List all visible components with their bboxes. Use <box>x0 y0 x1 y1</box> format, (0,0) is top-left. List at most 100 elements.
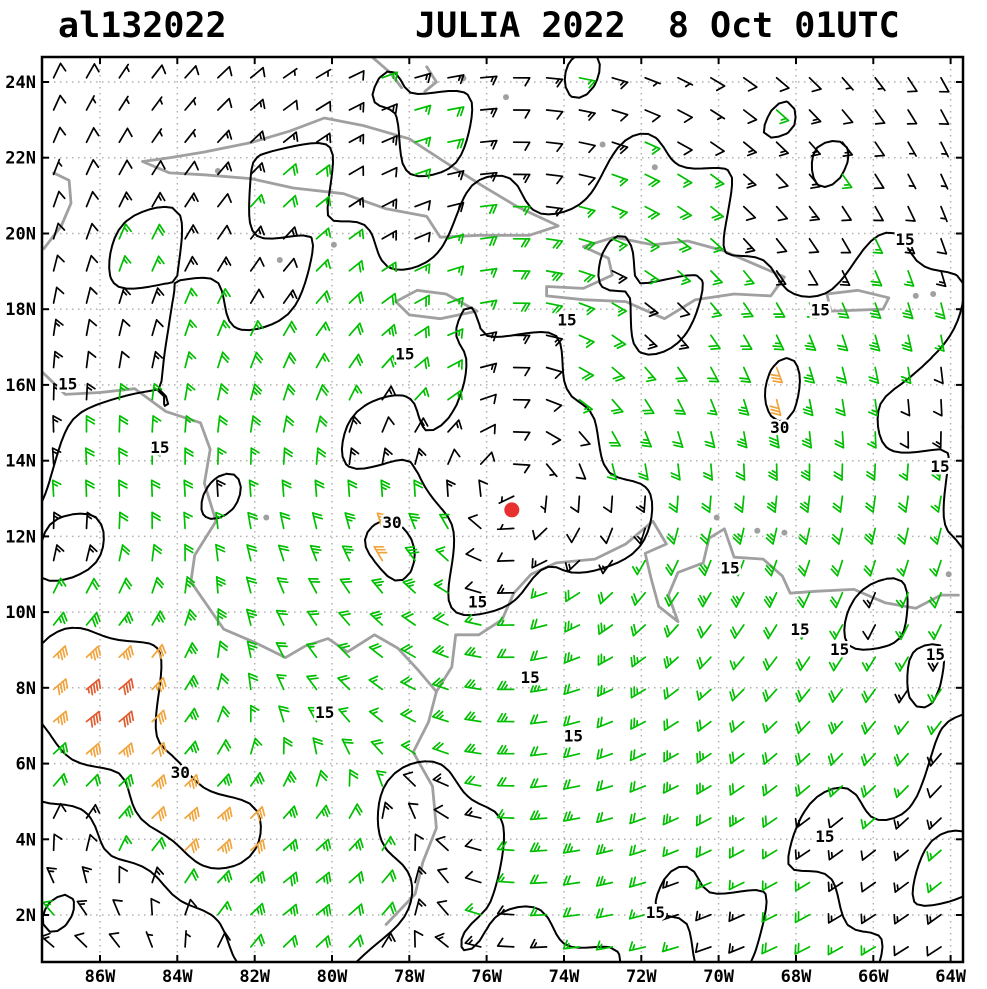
wind-barb <box>663 655 679 669</box>
wind-barb <box>932 431 942 449</box>
wind-barb <box>529 778 548 789</box>
wind-barb <box>665 559 679 576</box>
wind-barb <box>597 622 614 636</box>
wind-barb <box>184 576 196 594</box>
wind-barb <box>52 611 68 626</box>
wind-barb <box>368 643 384 659</box>
wind-barb <box>710 237 724 254</box>
wind-barb <box>85 773 101 787</box>
wind-barb <box>282 805 298 819</box>
wind-barb <box>85 803 101 819</box>
coastline-south-america <box>435 519 960 693</box>
wind-barb <box>512 398 531 409</box>
wind-barb <box>512 366 531 377</box>
wind-barb <box>545 334 564 347</box>
wind-barb <box>545 141 564 153</box>
wind-barb <box>447 201 465 213</box>
wind-barb <box>414 168 432 179</box>
wind-barb <box>217 931 231 948</box>
wind-barb <box>873 173 885 190</box>
wind-barb <box>827 849 844 861</box>
wind-barb <box>926 945 942 957</box>
wind-barb <box>927 688 942 704</box>
wind-barb <box>664 591 679 607</box>
wind-barb <box>348 447 360 465</box>
wind-barb <box>249 130 266 144</box>
wind-barb <box>830 559 844 577</box>
wind-barb <box>933 366 944 385</box>
wind-barb <box>512 334 531 345</box>
wind-barb <box>677 173 693 188</box>
wind-barb <box>734 495 745 514</box>
wind-barb <box>51 447 62 465</box>
wind-barb <box>563 651 581 664</box>
wind-barb <box>414 200 431 211</box>
wind-barb <box>151 382 163 401</box>
wind-barb <box>42 900 55 916</box>
wind-barb <box>402 578 416 594</box>
wind-barb <box>578 302 596 316</box>
wind-barb <box>108 932 121 948</box>
wind-barb <box>217 838 233 854</box>
wind-barb <box>315 100 332 112</box>
wind-barb <box>479 299 498 310</box>
wind-barb <box>496 648 515 659</box>
wind-barb <box>540 495 548 514</box>
wind-barb <box>52 318 64 337</box>
wind-barb <box>761 912 778 923</box>
wind-barb <box>663 718 679 732</box>
wind-barb <box>118 865 129 884</box>
wind-barb <box>530 650 548 662</box>
wind-barb <box>151 836 167 852</box>
wind-barb <box>184 65 200 79</box>
wind-barb <box>85 382 96 401</box>
wind-barb <box>677 270 692 286</box>
wind-barb <box>52 62 67 79</box>
wind-barb <box>118 805 134 819</box>
wind-barb <box>414 325 430 339</box>
contour-label: 30 <box>171 763 190 782</box>
wind-barb <box>46 867 57 884</box>
wind-barb <box>731 559 745 577</box>
wind-barb <box>841 205 852 222</box>
wind-barb <box>85 710 102 728</box>
contour-label: 15 <box>150 438 169 457</box>
wind-barb <box>464 935 482 948</box>
wind-barb <box>217 97 233 111</box>
wind-barb <box>512 302 531 312</box>
x-axis-label: 76W <box>471 967 502 987</box>
wind-barb <box>529 938 548 949</box>
wind-barb <box>630 717 647 730</box>
wind-barb <box>827 944 844 956</box>
wind-barb <box>710 109 726 121</box>
wind-barb <box>742 173 757 189</box>
wind-barb <box>151 774 167 790</box>
wind-barb <box>926 785 942 799</box>
wind-barb <box>796 624 811 640</box>
wind-barb <box>611 173 629 187</box>
wind-barb <box>400 643 416 659</box>
wind-barb <box>611 366 626 382</box>
wind-barb <box>446 479 456 498</box>
wind-barb <box>938 76 950 93</box>
wind-barb <box>151 741 167 757</box>
wind-barb <box>729 751 745 765</box>
wind-barb <box>184 96 197 111</box>
wind-barb <box>315 195 332 208</box>
wind-barb <box>184 287 198 304</box>
wind-barb <box>150 897 161 916</box>
wind-barb <box>381 166 398 178</box>
wind-barb <box>217 256 232 272</box>
wind-barb <box>85 678 102 696</box>
wind-barb <box>611 334 627 350</box>
x-axis-label: 86W <box>85 967 116 987</box>
wind-barb <box>761 942 778 955</box>
wind-barb <box>464 614 482 626</box>
island-dot <box>276 257 283 263</box>
wind-barb <box>437 867 449 884</box>
wind-barb <box>563 683 581 696</box>
wind-barb <box>827 785 844 798</box>
wind-barb <box>447 359 463 370</box>
wind-barb <box>927 656 942 672</box>
wind-barb <box>794 784 811 797</box>
